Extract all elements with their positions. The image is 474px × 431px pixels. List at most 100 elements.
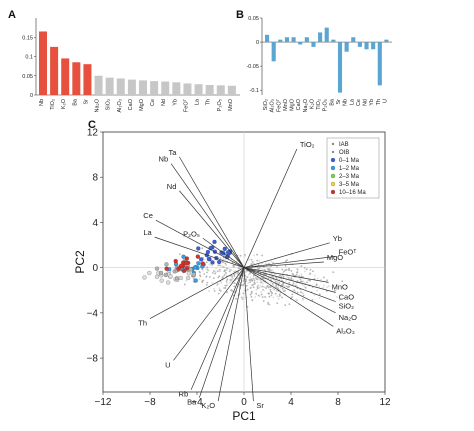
loading-label: Ba <box>187 398 197 407</box>
panel-b-bar <box>384 39 389 43</box>
background-point <box>301 283 304 286</box>
background-point <box>299 265 302 268</box>
loading-label: Sr <box>256 401 264 410</box>
background-point <box>218 275 221 278</box>
background-point <box>261 283 264 285</box>
panel-b-bar <box>344 42 349 52</box>
background-point <box>309 268 312 271</box>
background-point <box>212 270 215 272</box>
background-point <box>274 273 277 276</box>
background-point <box>233 282 236 285</box>
legend-marker <box>330 181 336 187</box>
sample-point <box>195 254 200 259</box>
background-point <box>254 277 257 279</box>
background-point <box>290 269 293 272</box>
background-point <box>215 267 217 270</box>
background-point <box>279 294 281 297</box>
panel-b-bar <box>265 34 270 43</box>
panel-a-xtick-label: Ba <box>72 98 78 106</box>
legend-label: 3–5 Ma <box>339 182 360 188</box>
panel-a-ytick-label: 0.05 <box>22 74 33 80</box>
panel-a-bar <box>116 78 125 95</box>
panel-c-xtick-label: 0 <box>241 397 247 408</box>
sample-point <box>178 275 183 281</box>
sample-point <box>154 274 160 279</box>
background-point <box>256 267 259 269</box>
background-point <box>267 301 269 304</box>
background-point <box>326 279 329 282</box>
background-point <box>298 275 301 278</box>
background-point <box>224 258 227 261</box>
background-point <box>237 272 239 275</box>
background-point <box>256 286 259 288</box>
background-point <box>271 275 274 278</box>
background-point <box>225 264 228 267</box>
panel-b-ytick-label: 0 <box>256 40 259 46</box>
background-point <box>250 263 253 265</box>
background-point <box>214 272 217 275</box>
loading-label: La <box>143 228 152 237</box>
background-point <box>288 269 291 272</box>
panel-a-ytick-label: 0.1 <box>25 55 33 61</box>
background-point <box>276 281 278 283</box>
background-point <box>223 287 226 289</box>
background-point <box>281 296 283 299</box>
panel-b-xtick-label: Al₂O₃ <box>270 99 276 113</box>
background-point <box>302 298 304 301</box>
legend-marker <box>330 157 336 163</box>
panel-c-sample-points <box>142 239 233 285</box>
sample-point <box>164 266 169 271</box>
background-point <box>303 285 306 288</box>
panel-b-xtick-label: TiO₂ <box>316 99 322 110</box>
background-point <box>208 263 211 266</box>
legend-label: 1–2 Ma <box>339 166 360 172</box>
panel-c-ytick-label: 4 <box>92 218 98 229</box>
background-point <box>204 267 207 270</box>
sample-point <box>183 260 189 266</box>
legend-box <box>326 137 380 199</box>
background-point <box>285 260 287 263</box>
panel-a-xtick-label: Ce <box>150 99 156 106</box>
loading-vector <box>243 267 254 402</box>
panel-b-xtick-label: Ba <box>329 98 335 106</box>
loading-label: U <box>165 360 170 369</box>
background-point <box>185 280 188 282</box>
loading-vector <box>243 267 336 302</box>
loading-label: Nd <box>167 182 177 191</box>
background-point <box>276 295 279 298</box>
background-point <box>294 290 297 293</box>
loading-vector <box>170 163 245 268</box>
background-point <box>223 269 226 272</box>
panel-a-xtick-label: Sr <box>83 99 89 105</box>
sample-point <box>191 272 196 277</box>
background-point <box>226 291 228 294</box>
background-point <box>242 280 245 282</box>
panel-b-xtick-label: Yb <box>369 99 375 106</box>
background-point <box>309 279 311 282</box>
loading-vector <box>179 156 245 268</box>
background-point <box>281 287 284 290</box>
background-point <box>219 257 222 259</box>
background-point <box>243 255 246 258</box>
loading-vector <box>243 267 329 283</box>
background-point <box>251 284 254 286</box>
background-point <box>270 294 273 297</box>
background-point <box>296 268 299 271</box>
panel-a-xtick-label: Na₂O <box>95 98 101 112</box>
background-point <box>318 297 321 299</box>
background-point <box>338 299 341 301</box>
background-point <box>206 271 208 274</box>
panel-c-ytick-label: 8 <box>92 173 98 184</box>
panel-a-bar <box>72 62 81 95</box>
sample-point <box>163 272 168 278</box>
background-point <box>233 275 236 277</box>
background-point <box>249 281 252 284</box>
sample-point <box>196 261 201 266</box>
background-point <box>220 281 223 284</box>
panel-a-bar <box>83 64 92 95</box>
panel-a-xtick-label: P₂O₅ <box>217 99 223 111</box>
background-point <box>258 286 261 289</box>
background-point <box>263 286 266 288</box>
background-point <box>328 285 330 288</box>
